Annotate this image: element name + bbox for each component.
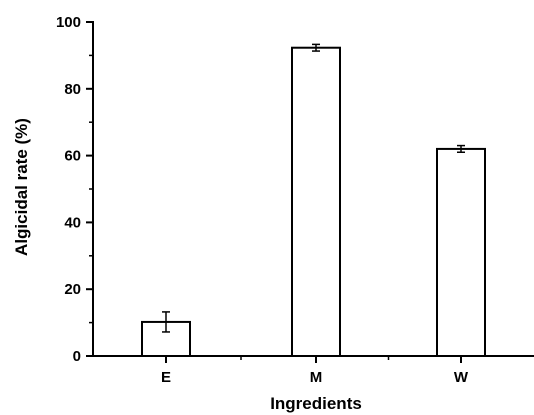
x-tick-label-w: W — [454, 369, 469, 386]
x-tick-label-e: E — [161, 369, 171, 386]
error-bar-w — [457, 144, 465, 154]
y-tick-label: 0 — [73, 348, 81, 365]
x-tick-label-m: M — [310, 369, 323, 386]
x-axis-title: Ingredients — [270, 394, 362, 413]
y-ticks-group: 0 20 40 60 80 100 — [56, 14, 93, 365]
error-bar-m — [312, 43, 320, 52]
bar-w — [436, 147, 486, 357]
bar-m — [291, 46, 341, 358]
y-tick-label: 20 — [64, 281, 81, 298]
y-axis-title: Algicidal rate (%) — [12, 118, 31, 256]
bars-group — [141, 46, 486, 358]
y-tick-label: 60 — [64, 148, 81, 165]
error-bars-group — [162, 43, 465, 333]
y-tick-label: 100 — [56, 14, 81, 31]
y-tick-label: 80 — [64, 81, 81, 98]
y-tick-label: 40 — [64, 214, 81, 231]
error-bar-e — [162, 311, 170, 333]
